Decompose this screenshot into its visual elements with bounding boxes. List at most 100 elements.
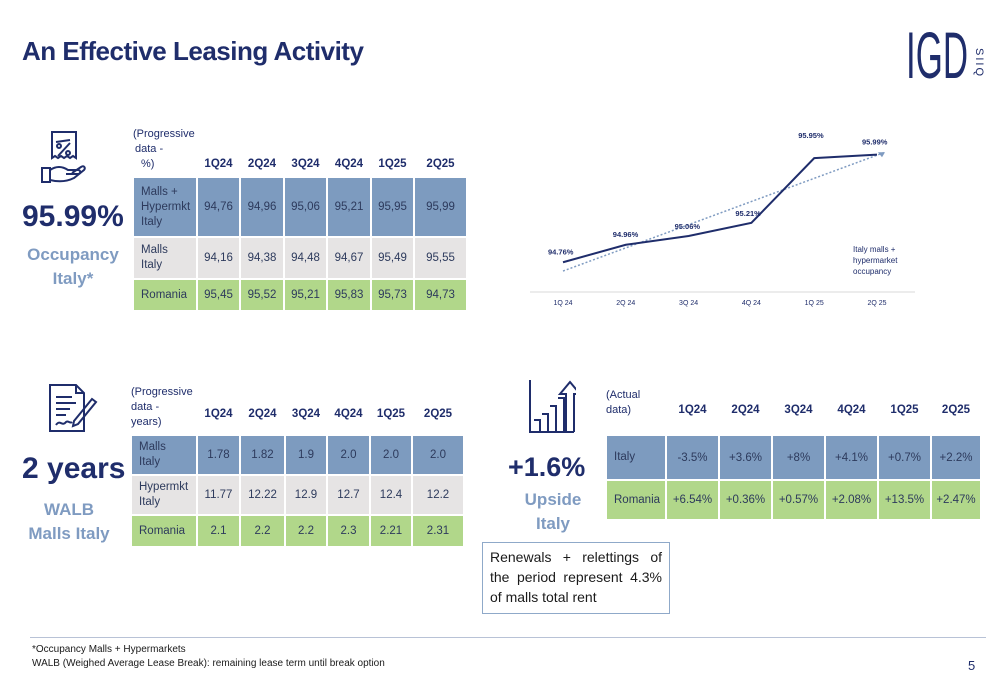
occupancy-col-header: 1Q25 xyxy=(378,158,407,170)
occupancy-label: Occupancy Italy* xyxy=(24,243,122,291)
table-cell: +2.08% xyxy=(824,479,879,521)
table-row: Hypermkt Italy 11.77 12.22 12.9 12.7 12.… xyxy=(130,474,465,516)
table-row: Romania 2.1 2.2 2.2 2.3 2.21 2.31 xyxy=(130,514,465,548)
table-cell: 95,55 xyxy=(413,236,468,280)
table-cell: 12.22 xyxy=(239,474,286,516)
table-row: Romania +6.54% +0.36% +0.57% +2.08% +13.… xyxy=(605,479,982,521)
table-cell: 95,45 xyxy=(196,278,241,312)
table-cell: 95,95 xyxy=(370,176,415,238)
table-cell: 95,49 xyxy=(370,236,415,280)
data-label: 94.96% xyxy=(613,230,639,239)
table-row: Malls + Hypermkt Italy 94,76 94,96 95,06… xyxy=(132,176,468,238)
upside-col-header: 1Q25 xyxy=(890,404,919,416)
table-row: Malls Italy 94,16 94,38 94,48 94,67 95,4… xyxy=(132,236,468,280)
walb-label-line2: Malls Italy xyxy=(28,524,110,543)
walb-col-header: 2Q24 xyxy=(248,408,277,420)
table-cell: 95,73 xyxy=(370,278,415,312)
data-label: 95.99% xyxy=(862,138,888,147)
walb-label-line1: WALB xyxy=(43,500,95,519)
walb-header-line: (Progressive xyxy=(131,386,193,398)
series-line xyxy=(562,153,878,264)
row-label-line: Italy xyxy=(139,456,161,468)
table-cell: 12.2 xyxy=(411,474,465,516)
x-tick-label: 4Q 24 xyxy=(742,300,761,307)
table-cell: -3.5% xyxy=(665,434,720,481)
upside-header-line: (Actual xyxy=(606,389,641,401)
row-label: Romania xyxy=(130,514,198,548)
table-cell: 95,83 xyxy=(326,278,372,312)
upside-value: +1.6% xyxy=(508,452,586,482)
walb-value: 2 years xyxy=(22,452,126,485)
chart-marks: 94.76% 94.96% 95.06% 95.21% 95.95% 95.99% 1Q 2… xyxy=(548,131,888,307)
table-cell: 95,99 xyxy=(413,176,468,238)
table-cell: 12.9 xyxy=(284,474,328,516)
table-cell: 11.77 xyxy=(196,474,241,516)
footnote-occupancy: *Occupancy Malls + Hypermarkets xyxy=(32,644,186,655)
row-label-line: Hypermkt xyxy=(141,200,191,213)
row-label-line: Malls xyxy=(139,441,166,453)
data-label: 95.21% xyxy=(735,209,761,218)
table-cell: 94,76 xyxy=(196,176,241,238)
table-cell: 95,21 xyxy=(283,278,328,312)
row-label: Romania xyxy=(605,479,667,521)
table-row: Malls Italy 1.78 1.82 1.9 2.0 2.0 2.0 xyxy=(130,434,465,476)
table-cell: +0.7% xyxy=(877,434,932,481)
upside-col-header: 2Q24 xyxy=(731,404,760,416)
occupancy-label-line2: Italy* xyxy=(52,269,94,288)
table-cell: 2.0 xyxy=(369,434,413,476)
data-label: 95.06% xyxy=(675,222,701,231)
table-cell: 95,52 xyxy=(239,278,285,312)
row-label-line: Italy xyxy=(139,496,161,508)
table-cell: 1.78 xyxy=(196,434,241,476)
table-cell: +8% xyxy=(771,434,826,481)
upside-label-line2: Italy xyxy=(535,514,571,533)
logo-vertical: SIIQ xyxy=(973,48,985,78)
renewals-note: Renewals + relettings of the period repr… xyxy=(482,542,670,614)
occupancy-header-line: (Progressive xyxy=(133,128,195,140)
table-cell: 94,67 xyxy=(326,236,372,280)
walb-col-header: 3Q24 xyxy=(291,408,321,420)
table-cell: +6.54% xyxy=(665,479,720,521)
table-cell: 94,73 xyxy=(413,278,468,312)
walb-col-header: 1Q25 xyxy=(376,408,406,420)
occupancy-header-line: %) xyxy=(141,158,155,170)
row-label: Malls + Hypermkt Italy xyxy=(132,176,198,238)
row-label-line: Hypermkt xyxy=(139,481,189,493)
x-tick-label: 2Q 24 xyxy=(616,300,635,307)
table-cell: 2.1 xyxy=(196,514,241,548)
walb-col-header: 2Q25 xyxy=(423,408,453,420)
table-cell: 2.3 xyxy=(326,514,371,548)
occupancy-col-header: 3Q24 xyxy=(291,158,320,170)
table-cell: 95,21 xyxy=(326,176,372,238)
upside-col-header: 2Q25 xyxy=(941,404,971,416)
table-cell: +13.5% xyxy=(877,479,932,521)
table-cell: +0.36% xyxy=(718,479,773,521)
table-cell: +3.6% xyxy=(718,434,773,481)
table-cell: +4.1% xyxy=(824,434,879,481)
table-cell: +2.2% xyxy=(930,434,982,481)
walb-label: WALB Malls Italy xyxy=(20,498,118,546)
footnote-walb: WALB (Weighed Average Lease Break): rema… xyxy=(32,658,385,669)
x-tick-label: 3Q 24 xyxy=(679,300,698,307)
occupancy-line-chart: 94.76% 94.96% 95.06% 95.21% 95.95% 95.99% 1Q 2… xyxy=(530,131,915,307)
table-cell: 2.2 xyxy=(239,514,286,548)
upside-header-label: (Actual data) xyxy=(606,388,666,435)
table-cell: 94,16 xyxy=(196,236,241,280)
page-number: 5 xyxy=(968,658,976,673)
x-tick-label: 2Q 25 xyxy=(867,300,886,307)
table-cell: 94,96 xyxy=(239,176,285,238)
table-cell: 94,48 xyxy=(283,236,328,280)
walb-col-header: 4Q24 xyxy=(334,408,363,420)
table-cell: +2.47% xyxy=(930,479,982,521)
table-cell: 12.7 xyxy=(326,474,371,516)
upside-col-header: 4Q24 xyxy=(837,404,866,416)
percent-document-hand-icon xyxy=(41,131,86,183)
row-label: Romania xyxy=(132,278,198,312)
x-tick-label: 1Q 24 xyxy=(553,300,572,307)
row-label: Malls Italy xyxy=(130,434,198,476)
row-label-line: Romania xyxy=(141,288,188,301)
table-cell: 2.2 xyxy=(284,514,328,548)
igd-siiq-logo: IGD SIIQ xyxy=(906,18,985,84)
occupancy-col-header: 2Q24 xyxy=(247,158,277,170)
document-pen-icon xyxy=(49,384,98,432)
